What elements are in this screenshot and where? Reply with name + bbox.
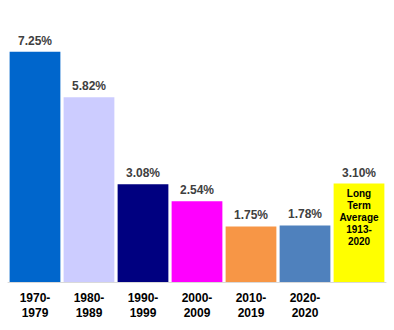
svg-text:2020-: 2020- [290, 291, 321, 305]
svg-text:2000-: 2000- [182, 291, 213, 305]
svg-text:1.75%: 1.75% [234, 208, 268, 222]
svg-text:1980-: 1980- [74, 291, 105, 305]
svg-text:1979: 1979 [22, 306, 49, 320]
svg-text:5.82%: 5.82% [72, 79, 106, 93]
svg-text:1990-: 1990- [128, 291, 159, 305]
svg-text:1.78%: 1.78% [288, 207, 322, 221]
svg-text:1999: 1999 [130, 306, 157, 320]
svg-text:2010-: 2010- [236, 291, 267, 305]
svg-text:Long: Long [347, 188, 371, 199]
svg-text:Term: Term [347, 200, 371, 211]
svg-text:2019: 2019 [238, 306, 265, 320]
svg-text:2009: 2009 [184, 306, 211, 320]
svg-text:3.08%: 3.08% [126, 166, 160, 180]
svg-text:2020: 2020 [292, 306, 319, 320]
svg-text:2.54%: 2.54% [180, 183, 214, 197]
svg-text:7.25%: 7.25% [18, 34, 52, 48]
svg-text:2020: 2020 [348, 236, 371, 247]
svg-text:1970-: 1970- [20, 291, 51, 305]
svg-text:3.10%: 3.10% [342, 166, 376, 180]
svg-text:1913-: 1913- [346, 224, 372, 235]
svg-text:Average: Average [339, 212, 379, 223]
svg-text:1989: 1989 [76, 306, 103, 320]
